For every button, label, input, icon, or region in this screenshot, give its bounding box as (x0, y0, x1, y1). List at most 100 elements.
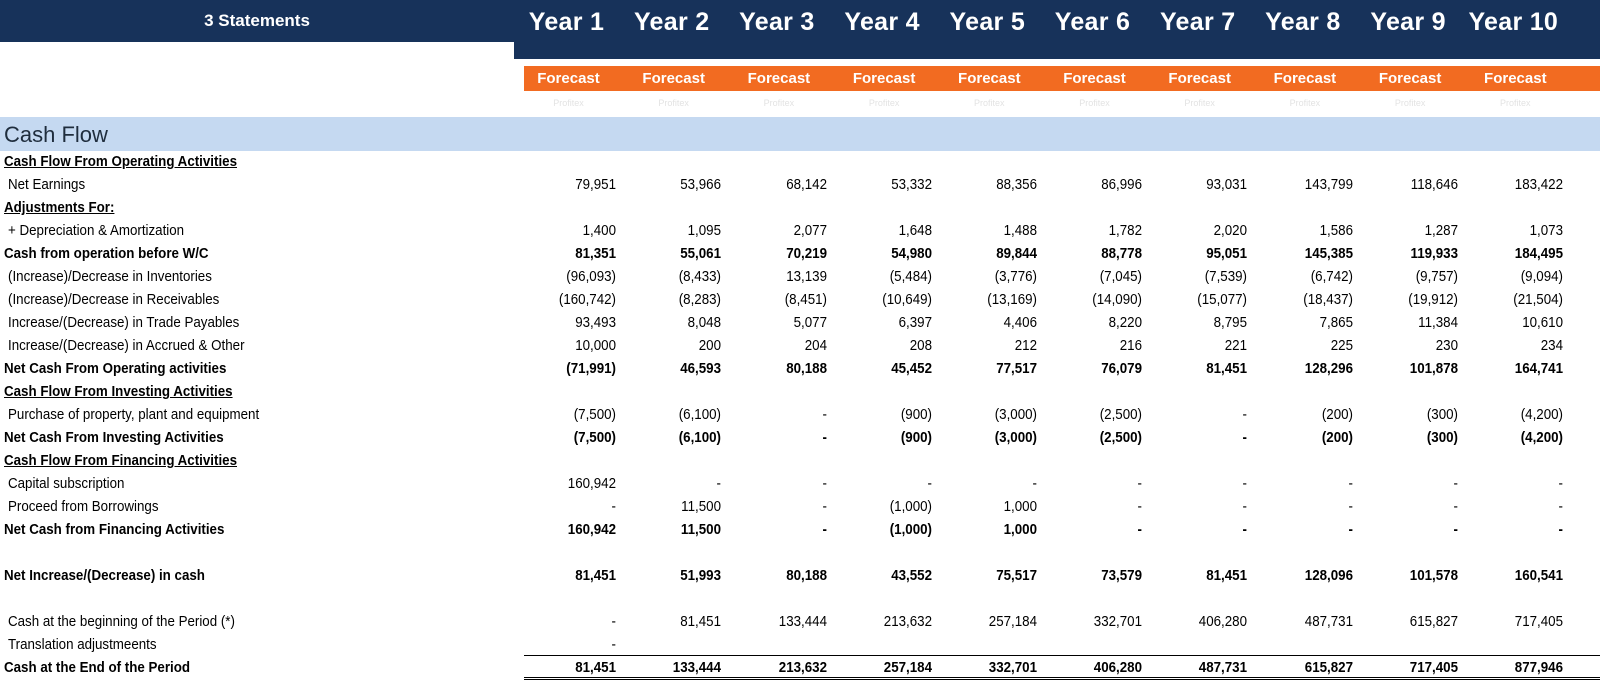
value-cell[interactable]: 88,356 (996, 177, 1037, 193)
value-cell[interactable]: 76,079 (1101, 361, 1143, 377)
value-cell[interactable]: (1,000) (889, 499, 932, 515)
value-cell[interactable]: 119,933 (1410, 246, 1458, 262)
value-cell[interactable]: 45,452 (890, 361, 932, 377)
value-cell[interactable]: (3,000) (994, 407, 1037, 423)
value-cell[interactable]: (300) (1426, 430, 1458, 446)
value-cell[interactable]: 230 (1435, 338, 1458, 354)
value-cell[interactable]: 46,593 (680, 361, 722, 377)
value-cell[interactable]: 43,552 (890, 568, 932, 584)
value-cell[interactable]: 406,280 (1093, 660, 1143, 676)
value-cell[interactable]: 200 (699, 338, 722, 354)
value-cell[interactable]: - (1242, 499, 1248, 515)
value-cell[interactable]: 257,184 (883, 660, 932, 676)
value-cell[interactable]: - (716, 476, 722, 492)
value-cell[interactable]: 1,782 (1108, 223, 1143, 239)
value-cell[interactable]: 877,946 (1514, 660, 1563, 676)
value-cell[interactable]: 4,406 (1003, 315, 1037, 331)
value-cell[interactable]: 216 (1119, 338, 1143, 354)
value-cell[interactable]: 93,031 (1206, 177, 1248, 193)
value-cell[interactable]: 160,942 (567, 476, 617, 492)
value-cell[interactable]: (160,742) (559, 292, 617, 308)
value-cell[interactable]: (2,500) (1099, 407, 1143, 423)
value-cell[interactable]: 53,332 (890, 177, 932, 193)
value-cell[interactable]: 332,701 (1093, 614, 1143, 630)
value-cell[interactable]: - (1137, 476, 1143, 492)
value-cell[interactable]: (96,093) (566, 269, 617, 285)
value-cell[interactable]: 5,077 (793, 315, 827, 331)
value-cell[interactable]: 1,488 (1003, 223, 1037, 239)
value-cell[interactable]: 234 (1540, 338, 1563, 354)
value-cell[interactable]: 1,000 (1003, 499, 1037, 515)
value-cell[interactable]: 184,495 (1514, 246, 1563, 262)
value-cell[interactable]: 1,287 (1424, 223, 1458, 239)
value-cell[interactable]: 160,942 (567, 522, 617, 538)
value-cell[interactable]: (5,484) (889, 269, 932, 285)
value-cell[interactable]: (6,742) (1310, 269, 1353, 285)
value-cell[interactable]: - (1453, 499, 1458, 515)
value-cell[interactable]: 118,646 (1410, 177, 1458, 193)
value-cell[interactable]: 80,188 (785, 361, 827, 377)
value-cell[interactable]: 73,579 (1101, 568, 1143, 584)
value-cell[interactable]: 717,405 (1409, 660, 1458, 676)
value-cell[interactable]: 406,280 (1199, 614, 1248, 630)
value-cell[interactable]: (4,200) (1520, 407, 1563, 423)
value-cell[interactable]: (300) (1426, 407, 1458, 423)
value-cell[interactable]: 81,451 (575, 660, 617, 676)
value-cell[interactable]: 133,444 (778, 614, 827, 630)
value-cell[interactable]: (7,500) (573, 407, 617, 423)
value-cell[interactable]: (19,912) (1408, 292, 1458, 308)
value-cell[interactable]: (200) (1321, 430, 1353, 446)
value-cell[interactable]: 615,827 (1304, 660, 1353, 676)
value-cell[interactable]: (3,000) (994, 430, 1037, 446)
value-cell[interactable]: 8,220 (1108, 315, 1143, 331)
value-cell[interactable]: (21,504) (1513, 292, 1563, 308)
value-cell[interactable]: 6,397 (898, 315, 932, 331)
value-cell[interactable]: 1,000 (1003, 522, 1037, 538)
value-cell[interactable]: 8,795 (1213, 315, 1248, 331)
value-cell[interactable]: - (822, 476, 827, 492)
value-cell[interactable]: - (1348, 499, 1353, 515)
value-cell[interactable]: 133,444 (673, 660, 722, 676)
value-cell[interactable]: 70,219 (785, 246, 827, 262)
value-cell[interactable]: - (1032, 476, 1037, 492)
value-cell[interactable]: - (611, 499, 617, 515)
value-cell[interactable]: (6,100) (679, 407, 722, 423)
value-cell[interactable]: 225 (1330, 338, 1353, 354)
value-cell[interactable]: 208 (909, 338, 932, 354)
value-cell[interactable]: (8,283) (679, 292, 722, 308)
value-cell[interactable]: - (822, 430, 827, 446)
value-cell[interactable]: 1,586 (1319, 223, 1353, 239)
value-cell[interactable]: (18,437) (1302, 292, 1353, 308)
value-cell[interactable]: 128,296 (1304, 361, 1353, 377)
value-cell[interactable]: - (1242, 476, 1248, 492)
value-cell[interactable]: 717,405 (1514, 614, 1563, 630)
value-cell[interactable]: 81,451 (680, 614, 722, 630)
value-cell[interactable]: (4,200) (1520, 430, 1563, 446)
value-cell[interactable]: 204 (804, 338, 827, 354)
value-cell[interactable]: (10,649) (882, 292, 932, 308)
value-cell[interactable]: 11,500 (681, 522, 722, 538)
value-cell[interactable]: 615,827 (1409, 614, 1458, 630)
value-cell[interactable]: 93,493 (575, 315, 617, 331)
value-cell[interactable]: (13,169) (987, 292, 1037, 308)
value-cell[interactable]: - (611, 614, 617, 630)
value-cell[interactable]: 1,095 (687, 223, 722, 239)
value-cell[interactable]: 53,966 (680, 177, 722, 193)
value-cell[interactable]: 1,073 (1529, 223, 1563, 239)
value-cell[interactable]: - (611, 637, 617, 653)
value-cell[interactable]: (71,991) (566, 361, 617, 377)
value-cell[interactable]: - (927, 476, 932, 492)
value-cell[interactable]: (7,539) (1205, 269, 1248, 285)
value-cell[interactable]: (14,090) (1092, 292, 1143, 308)
value-cell[interactable]: - (1137, 522, 1143, 538)
value-cell[interactable]: 332,701 (988, 660, 1037, 676)
value-cell[interactable]: 164,741 (1514, 361, 1563, 377)
value-cell[interactable]: (6,100) (679, 430, 722, 446)
value-cell[interactable]: (200) (1321, 407, 1353, 423)
value-cell[interactable]: 160,541 (1514, 568, 1563, 584)
value-cell[interactable]: 55,061 (680, 246, 722, 262)
value-cell[interactable]: - (1348, 476, 1353, 492)
value-cell[interactable]: 183,422 (1514, 177, 1563, 193)
value-cell[interactable]: - (1137, 499, 1143, 515)
value-cell[interactable]: (8,433) (679, 269, 722, 285)
